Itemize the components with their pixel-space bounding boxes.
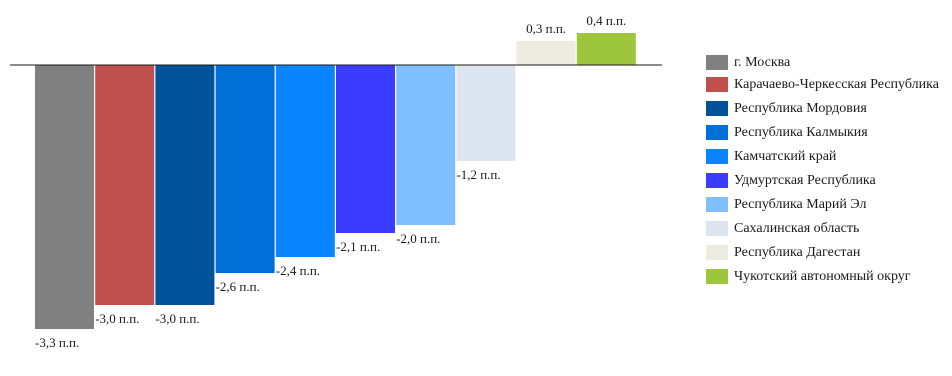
- legend-item-8: Сахалинская область: [706, 220, 952, 237]
- legend-label: Республика Марий Эл: [734, 197, 867, 212]
- bar-6: [336, 65, 395, 233]
- legend-swatch: [706, 173, 728, 188]
- legend-label: Карачаево-Черкесская Республика: [734, 77, 939, 92]
- bar-9: [516, 41, 576, 65]
- legend-swatch: [706, 221, 728, 236]
- legend-item-1: г. Москва: [706, 54, 952, 71]
- legend-label: Камчатский край: [734, 149, 837, 164]
- value-label-8: -1,2 п.п.: [456, 167, 500, 182]
- value-label-6: -2,1 п.п.: [336, 239, 380, 254]
- legend-item-7: Республика Марий Эл: [706, 196, 952, 213]
- value-label-9: 0,3 п.п.: [526, 21, 566, 36]
- bar-4: [215, 65, 275, 273]
- bar-5: [275, 65, 335, 257]
- value-label-5: -2,4 п.п.: [276, 263, 320, 278]
- legend-swatch: [706, 269, 728, 284]
- bar-1: [35, 65, 94, 329]
- legend-swatch: [706, 55, 728, 70]
- bar-10: [576, 33, 636, 65]
- legend-swatch: [706, 101, 728, 116]
- legend-item-4: Республика Калмыкия: [706, 124, 952, 141]
- legend-label: Чукотский автономный округ: [734, 269, 911, 284]
- value-labels-group: -3,3 п.п. -3,0 п.п. -3,0 п.п. -2,6 п.п. -2,4…: [35, 13, 626, 350]
- legend-item-3: Республика Мордовия: [706, 100, 952, 117]
- legend-item-10: Чукотский автономный округ: [706, 268, 952, 285]
- bar-2: [95, 65, 155, 305]
- legend-label: г. Москва: [734, 55, 791, 70]
- value-label-4: -2,6 п.п.: [216, 279, 260, 294]
- legend-label: Республика Калмыкия: [734, 125, 868, 140]
- value-label-7: -2,0 п.п.: [396, 231, 440, 246]
- legend-item-5: Камчатский край: [706, 148, 952, 165]
- legend: г. Москва Карачаево-Черкесская Республика…: [706, 54, 952, 285]
- legend-label: Удмуртская Республика: [734, 173, 876, 188]
- value-label-1: -3,3 п.п.: [35, 335, 79, 350]
- value-label-3: -3,0 п.п.: [155, 311, 199, 326]
- legend-swatch: [706, 77, 728, 92]
- bar-8: [456, 65, 516, 161]
- bar-chart: -3,3 п.п. -3,0 п.п. -3,0 п.п. -2,6 п.п. -2,4…: [10, 13, 662, 350]
- bar-7: [396, 65, 456, 225]
- legend-swatch: [706, 149, 728, 164]
- value-label-10: 0,4 п.п.: [586, 13, 626, 28]
- legend-label: Сахалинская область: [734, 221, 860, 236]
- legend-item-2: Карачаево-Черкесская Республика: [706, 76, 952, 93]
- legend-swatch: [706, 245, 728, 260]
- legend-label: Республика Дагестан: [734, 245, 861, 260]
- legend-swatch: [706, 125, 728, 140]
- bars-group: [35, 33, 636, 329]
- legend-swatch: [706, 197, 728, 212]
- legend-item-6: Удмуртская Республика: [706, 172, 952, 189]
- bar-3: [155, 65, 215, 305]
- legend-label: Республика Мордовия: [734, 101, 867, 116]
- legend-item-9: Республика Дагестан: [706, 244, 952, 261]
- value-label-2: -3,0 п.п.: [95, 311, 139, 326]
